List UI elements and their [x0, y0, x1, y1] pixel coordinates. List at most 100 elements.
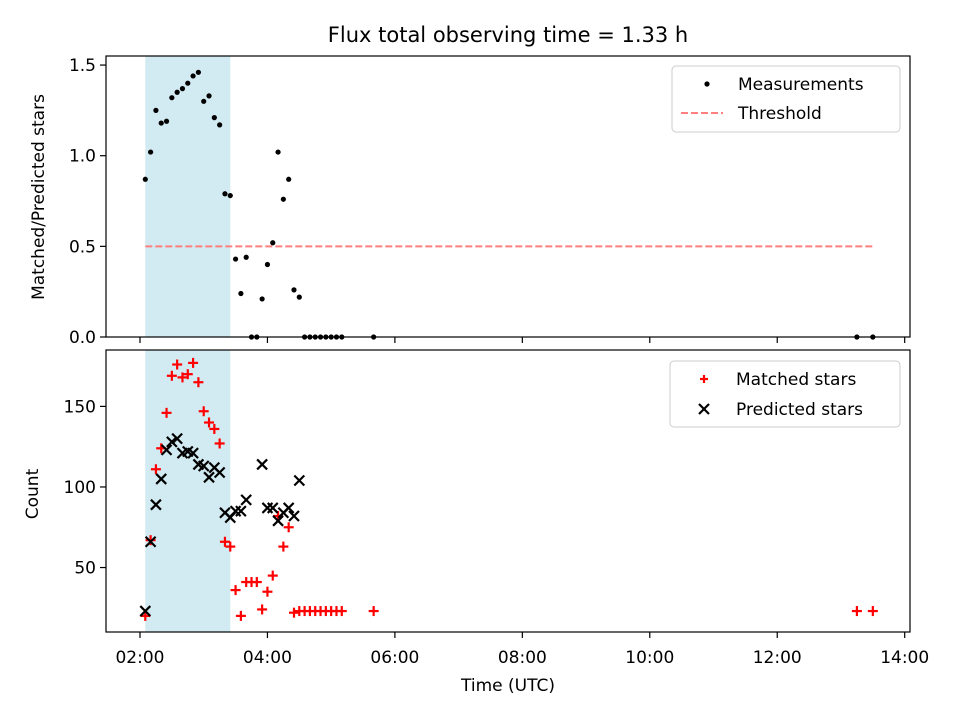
- matched-star-point: [851, 606, 862, 617]
- matched-star-point: [278, 541, 289, 552]
- predicted-star-point: [282, 502, 295, 514]
- bottom-legend-box: [669, 360, 901, 428]
- measurement-point: [264, 261, 271, 268]
- bottom-y-axis-label: Count: [23, 468, 43, 519]
- matched-star-point: [214, 438, 225, 449]
- predicted-star-point: [240, 494, 252, 506]
- x-tick-label: 12:00: [753, 648, 802, 668]
- bottom-plot-frame: [105, 349, 911, 633]
- measurement-point: [163, 118, 170, 124]
- shaded-span-rect: [145, 56, 231, 337]
- top-y-ticks: 0.0 0.5 1.0 1.5: [69, 56, 106, 348]
- bottom-axes: 50 100 150 02:00 04:00 06:00 08:00 10:00 12:00 1…: [23, 349, 929, 696]
- matched-star-point: [209, 423, 220, 434]
- y-tick-label: 150: [64, 397, 96, 417]
- predicted-star-point: [155, 473, 168, 485]
- measurement-point: [227, 192, 233, 199]
- legend-matched-marker: [700, 375, 708, 383]
- shaded-span-rect: [145, 350, 231, 632]
- measurement-point: [222, 191, 228, 197]
- predicted-star-point: [256, 458, 268, 471]
- measurement-point: [286, 176, 292, 182]
- measurement-point: [206, 93, 212, 99]
- matched-star-point: [288, 607, 299, 618]
- measurement-points-layer: [142, 69, 876, 340]
- x-tick-label: 08:00: [498, 648, 547, 668]
- matched-star-point: [166, 370, 177, 381]
- matched-star-point: [150, 464, 161, 475]
- bottom-legend: Matched stars Predicted stars: [669, 360, 901, 428]
- matched-star-point: [161, 407, 172, 418]
- matched-star-point: [368, 606, 379, 617]
- predicted-star-point: [213, 466, 226, 479]
- predicted-star-point: [266, 502, 279, 514]
- measurement-point: [259, 296, 265, 302]
- matched-star-point: [283, 522, 294, 533]
- predicted-star-point: [197, 460, 210, 472]
- top-plot-frame: [105, 55, 911, 338]
- measurement-point: [142, 176, 148, 182]
- measurement-point: [174, 89, 180, 95]
- measurement-point: [243, 254, 249, 260]
- matched-star-point: [177, 372, 188, 383]
- matched-star-point: [182, 369, 193, 380]
- top-y-axis-label: Matched/Predicted stars: [29, 94, 49, 300]
- chart-title: Flux total observing time = 1.33 h: [328, 23, 688, 47]
- matched-star-point: [198, 406, 209, 417]
- measurement-point: [158, 120, 164, 126]
- measurement-point: [238, 290, 244, 297]
- matched-star-point: [262, 586, 273, 597]
- predicted-star-point: [160, 444, 173, 456]
- measurement-point: [232, 256, 239, 262]
- measurement-point: [211, 115, 217, 121]
- measurement-point: [179, 86, 186, 92]
- measurement-point: [148, 149, 154, 155]
- measurement-point: [280, 196, 286, 202]
- measurement-point: [185, 80, 191, 86]
- legend-measurements-label: Measurements: [738, 75, 864, 95]
- y-tick-label: 1.0: [69, 147, 96, 167]
- measurement-point: [270, 240, 276, 246]
- matched-star-point: [172, 359, 183, 370]
- top-axes: 0.0 0.5 1.0 1.5 Matched/Predicted stars Mea…: [29, 55, 911, 348]
- bottom-x-ticks: 02:00 04:00 06:00 08:00 10:00 12:00 14:00: [115, 632, 929, 668]
- predicted-star-point: [288, 510, 300, 522]
- measurement-point: [201, 98, 207, 104]
- y-tick-label: 1.5: [69, 56, 96, 76]
- measurement-point: [275, 149, 281, 155]
- matched-star-point: [267, 570, 278, 581]
- measurement-point: [217, 122, 223, 128]
- x-tick-label: 06:00: [370, 648, 419, 668]
- predicted-star-point: [235, 505, 247, 517]
- bottom-shaded-span: [145, 350, 231, 632]
- predicted-star-point: [293, 474, 306, 487]
- matched-star-point: [193, 377, 204, 388]
- matched-star-point: [336, 606, 347, 617]
- legend-predicted-label: Predicted stars: [736, 400, 863, 420]
- legend-measurements-marker: [704, 81, 710, 87]
- x-tick-label: 14:00: [880, 648, 929, 668]
- matched-star-point: [225, 541, 236, 552]
- predicted-star-point: [187, 447, 199, 459]
- measurement-point: [296, 294, 302, 300]
- predicted-star-point: [203, 471, 215, 484]
- top-legend-box: [671, 65, 901, 133]
- legend-predicted-marker: [698, 403, 710, 415]
- matched-star-point: [145, 535, 156, 546]
- matched-star-point: [219, 536, 230, 547]
- predicted-star-point: [150, 498, 162, 511]
- top-x-ticks: [139, 337, 906, 343]
- x-tick-label: 02:00: [115, 648, 164, 668]
- matched-star-point: [204, 417, 215, 428]
- y-tick-label: 0.5: [69, 237, 96, 257]
- predicted-star-point: [144, 535, 157, 548]
- matched-star-point: [257, 604, 268, 615]
- predicted-star-point: [139, 605, 152, 617]
- y-tick-label: 50: [74, 559, 96, 579]
- x-axis-label: Time (UTC): [460, 676, 555, 696]
- x-tick-label: 10:00: [625, 648, 674, 668]
- measurement-point: [169, 95, 175, 101]
- measurement-point: [190, 73, 196, 79]
- matched-star-point: [251, 577, 262, 588]
